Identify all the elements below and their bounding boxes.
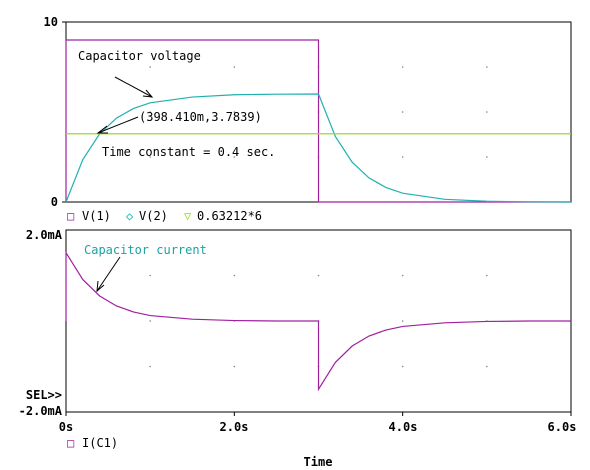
legend-v1-label: V(1) bbox=[82, 209, 111, 223]
top-ytick-10: 10 bbox=[44, 15, 58, 29]
grid-dot bbox=[233, 365, 236, 368]
xtick-6: 6.0s bbox=[548, 420, 577, 434]
series-line-v-2- bbox=[65, 93, 572, 203]
top-ytick-0: 0 bbox=[51, 195, 58, 209]
grid-dot bbox=[149, 66, 151, 68]
grid-dot bbox=[401, 365, 404, 368]
series-line-i-c1- bbox=[65, 250, 571, 392]
top-series-group bbox=[65, 39, 572, 203]
grid-dot bbox=[149, 274, 151, 277]
annotation-current-arrow bbox=[96, 256, 121, 292]
bottom-ytick-top: 2.0mA bbox=[26, 228, 63, 242]
annotation-capacitor-current: Capacitor current bbox=[84, 243, 207, 257]
grid-dot bbox=[401, 320, 404, 322]
legend-ic1-marker: □ bbox=[67, 436, 74, 450]
grid-dot bbox=[486, 274, 488, 277]
grid-dot bbox=[149, 111, 151, 113]
annotation-time-constant: Time constant = 0.4 sec. bbox=[102, 145, 275, 159]
xtick-4: 4.0s bbox=[389, 420, 418, 434]
grid-dot bbox=[149, 320, 151, 322]
x-axis-label: Time bbox=[304, 455, 333, 469]
annotation-voltage-arrow bbox=[114, 76, 153, 98]
annotation-point: (398.410m,3.7839) bbox=[139, 110, 262, 124]
grid-dot bbox=[233, 274, 236, 277]
grid-dot bbox=[233, 111, 236, 113]
grid-dot bbox=[486, 111, 488, 113]
annotation-current-arrowhead bbox=[96, 280, 105, 293]
legend-ref-label: 0.63212*6 bbox=[197, 209, 262, 223]
xtick-0: 0s bbox=[59, 420, 73, 434]
grid-dot bbox=[486, 365, 488, 368]
grid-dot bbox=[149, 156, 151, 158]
grid-dot bbox=[317, 274, 320, 277]
annotation-point-arrowhead bbox=[96, 125, 108, 134]
sel-marker: SEL>> bbox=[26, 388, 62, 402]
grid-dot bbox=[233, 156, 236, 158]
legend-ic1-label: I(C1) bbox=[82, 436, 118, 450]
bottom-series-group bbox=[65, 250, 571, 392]
legend-v2-label: V(2) bbox=[139, 209, 168, 223]
bottom-ytick-bottom: -2.0mA bbox=[19, 404, 63, 418]
grid-dot bbox=[149, 365, 151, 368]
series-line-v-1- bbox=[65, 39, 571, 203]
grid-dot bbox=[233, 66, 236, 68]
grid-dot bbox=[486, 66, 488, 68]
xtick-2: 2.0s bbox=[220, 420, 249, 434]
annotation-voltage-arrowhead bbox=[142, 89, 154, 98]
grid-dot bbox=[401, 111, 404, 113]
legend-ref-marker: ▽ bbox=[184, 209, 192, 223]
grid-dot bbox=[401, 274, 404, 277]
legend-v2-marker: ◇ bbox=[126, 209, 134, 223]
grid-dot bbox=[401, 66, 404, 68]
grid-dot bbox=[486, 156, 488, 158]
legend-v1-marker: □ bbox=[67, 209, 74, 223]
annotation-point-arrow bbox=[97, 116, 139, 134]
grid-dot bbox=[401, 156, 404, 158]
annotation-capacitor-voltage: Capacitor voltage bbox=[78, 49, 201, 63]
